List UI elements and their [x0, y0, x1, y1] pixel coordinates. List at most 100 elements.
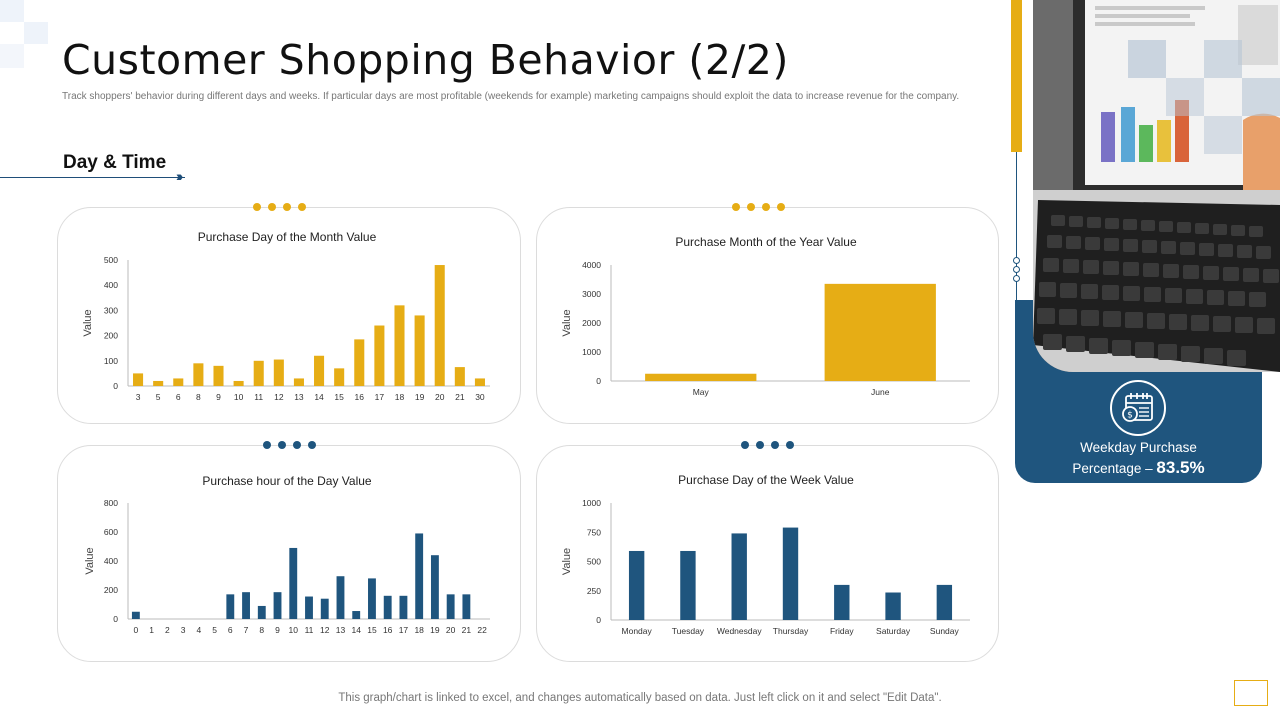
x-tick-label: Monday [622, 626, 653, 636]
x-tick-label: 13 [336, 625, 346, 635]
bar [446, 594, 455, 619]
x-tick-label: Saturday [876, 626, 911, 636]
chart-card-day-of-week [536, 445, 999, 662]
bar [226, 594, 235, 619]
x-tick-label: Friday [830, 626, 854, 636]
bar [430, 555, 439, 619]
bar [273, 592, 282, 619]
weekday-purchase-title: Weekday Purchase [1080, 440, 1197, 455]
y-tick-label: 200 [104, 585, 118, 595]
svg-text:$: $ [1127, 411, 1133, 421]
x-tick-label: Thursday [773, 626, 809, 636]
x-tick-label: 5 [156, 392, 161, 402]
x-tick-label: 17 [375, 392, 385, 402]
x-tick-label: 16 [355, 392, 365, 402]
y-tick-label: 500 [587, 557, 601, 567]
x-tick-label: 5 [212, 625, 217, 635]
laptop-photo [1033, 0, 1280, 372]
accent-bar [1011, 0, 1022, 152]
card-dots-decoration [263, 441, 316, 449]
y-tick-label: 400 [104, 556, 118, 566]
divider-line [1016, 152, 1017, 302]
y-tick-label: 4000 [582, 260, 601, 270]
bar [628, 550, 645, 620]
x-tick-label: 9 [275, 625, 280, 635]
x-tick-label: 16 [383, 625, 393, 635]
x-tick-label: 9 [216, 392, 221, 402]
bar [352, 611, 361, 619]
bar [454, 367, 465, 386]
bar [314, 355, 325, 386]
x-tick-label: 18 [414, 625, 424, 635]
y-axis-label: Value [84, 547, 96, 574]
x-tick-label: 18 [395, 392, 405, 402]
bar [173, 378, 184, 386]
x-tick-label: 14 [351, 625, 361, 635]
chart-3: Purchase Day of the Week Value Value 0 250 5… [561, 473, 970, 636]
weekday-purchase-percentage: 83.5% [1156, 458, 1205, 477]
bar [293, 378, 304, 386]
decor-square [0, 44, 24, 68]
y-tick-label: 0 [113, 381, 118, 391]
weekday-purchase-prefix: Percentage – [1072, 461, 1157, 476]
y-axis-label: Value [561, 309, 573, 336]
card-dots-decoration [741, 441, 794, 449]
x-tick-label: 11 [254, 392, 263, 402]
section-title: Day & Time [63, 152, 167, 173]
bar [242, 592, 250, 619]
y-tick-label: 3000 [582, 289, 601, 299]
y-tick-label: 500 [104, 255, 118, 265]
chart-title: Purchase hour of the Day Value [202, 474, 372, 488]
y-tick-label: 300 [104, 305, 118, 315]
bar [936, 584, 953, 620]
bar [680, 550, 696, 620]
dots-vertical-decoration [1013, 257, 1021, 282]
x-tick-label: 20 [446, 625, 456, 635]
calendar-icon: $ [1110, 380, 1166, 436]
decor-square [24, 22, 48, 44]
bar [334, 368, 345, 386]
x-tick-label: 6 [228, 625, 233, 635]
x-tick-label: 6 [176, 392, 181, 402]
bar [320, 598, 329, 619]
weekday-purchase-value-line: Percentage – 83.5% [1015, 458, 1262, 479]
section-underline [0, 177, 185, 178]
y-tick-label: 1000 [582, 347, 601, 357]
x-tick-label: 1 [149, 625, 154, 635]
x-tick-label: 12 [274, 392, 284, 402]
x-tick-label: 8 [259, 625, 264, 635]
x-tick-label: Wednesday [717, 626, 762, 636]
y-tick-label: 600 [104, 527, 118, 537]
chart-2: Purchase hour of the Day ValueValue02004… [84, 474, 490, 635]
bar [213, 365, 224, 386]
bar [289, 547, 298, 619]
y-tick-label: 800 [104, 498, 118, 508]
x-tick-label: 20 [435, 392, 445, 402]
y-tick-label: 1000 [582, 498, 601, 508]
bar [462, 594, 471, 619]
x-tick-label: 15 [334, 392, 344, 402]
x-tick-label: Tuesday [672, 626, 705, 636]
x-tick-label: 22 [477, 625, 487, 635]
bar [383, 595, 392, 619]
bar [193, 363, 204, 386]
bar [354, 339, 365, 386]
slide-nav-box[interactable] [1234, 680, 1268, 706]
bar [305, 596, 313, 619]
x-tick-label: 21 [462, 625, 472, 635]
bar [731, 533, 747, 620]
chart-card-hour-of-day [57, 445, 521, 662]
y-tick-label: 250 [587, 586, 601, 596]
x-tick-label: 12 [320, 625, 330, 635]
bar [257, 605, 266, 619]
y-tick-label: 100 [104, 356, 118, 366]
bar [133, 373, 144, 386]
bar [885, 592, 901, 620]
x-tick-label: Sunday [930, 626, 960, 636]
y-tick-label: 0 [596, 376, 601, 386]
bar [414, 315, 425, 386]
chart-1: Purchase Month of the Year Value Value 0 10… [561, 235, 970, 397]
chart-0: Purchase Day of the Month Value Value 0 100… [82, 230, 490, 402]
x-tick-label: 21 [455, 392, 465, 402]
x-tick-label: 17 [399, 625, 409, 635]
